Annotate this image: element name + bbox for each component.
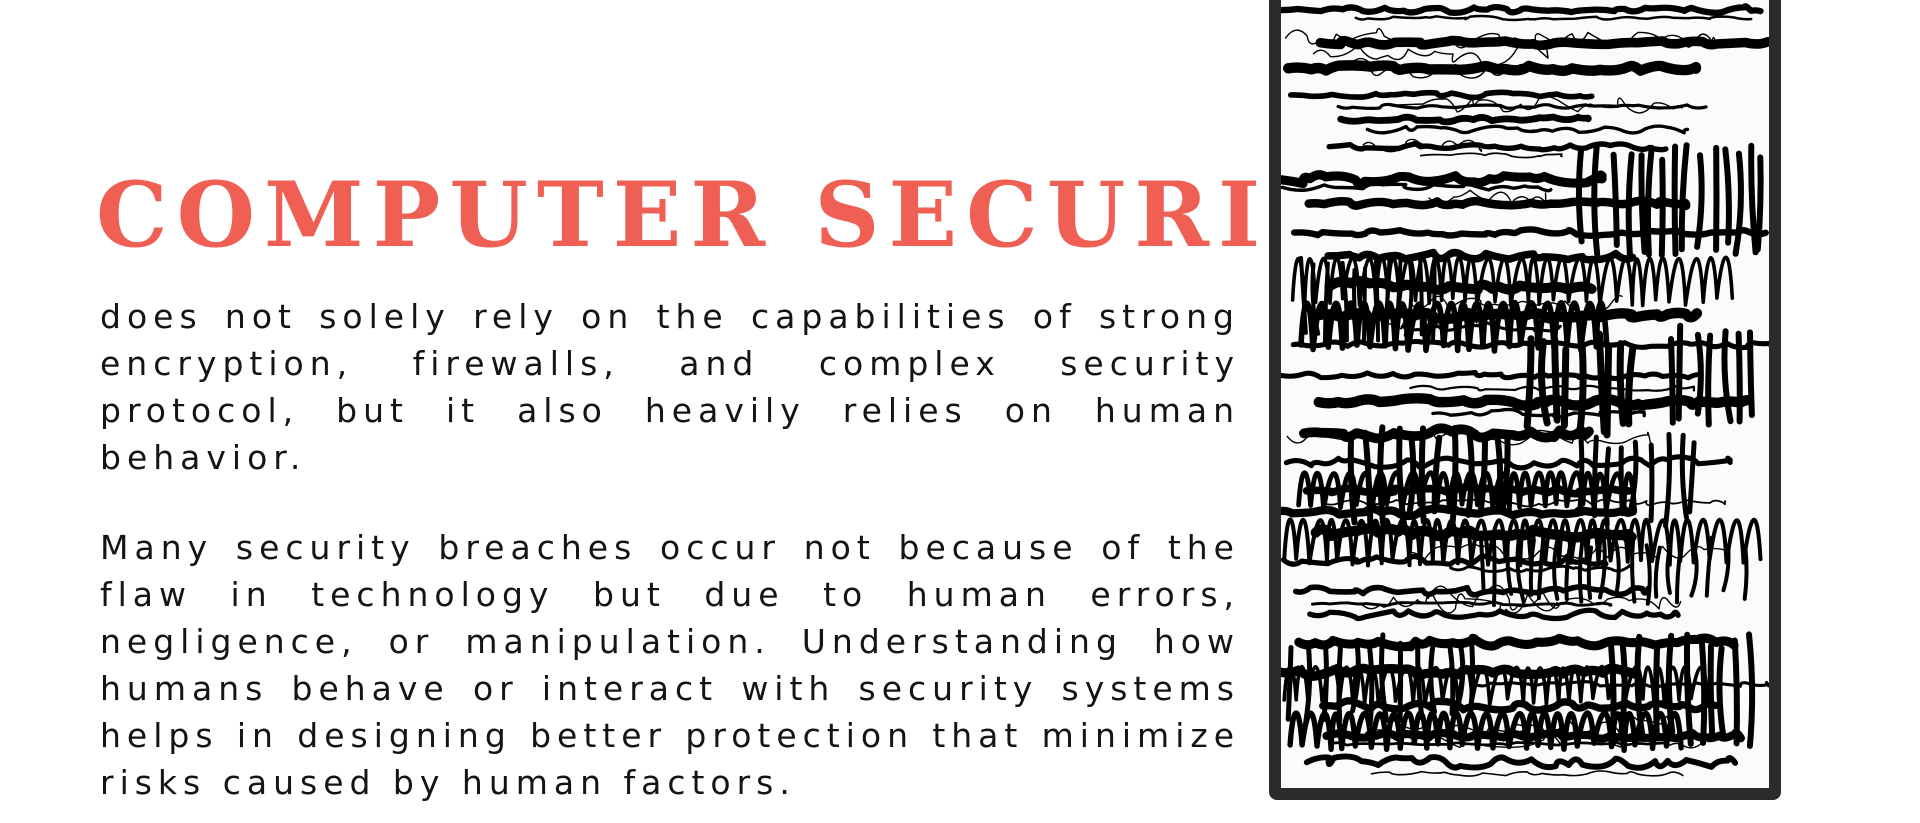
intro-paragraph: does not solely rely on the capabilities…	[100, 297, 1240, 477]
body-paragraph: Many security breaches occur not because…	[100, 528, 1240, 802]
scribble-illustration	[1281, 3, 1769, 777]
page-title: COMPUTER SECURITY	[96, 162, 1419, 268]
scribble-illustration-frame	[1269, 0, 1781, 800]
